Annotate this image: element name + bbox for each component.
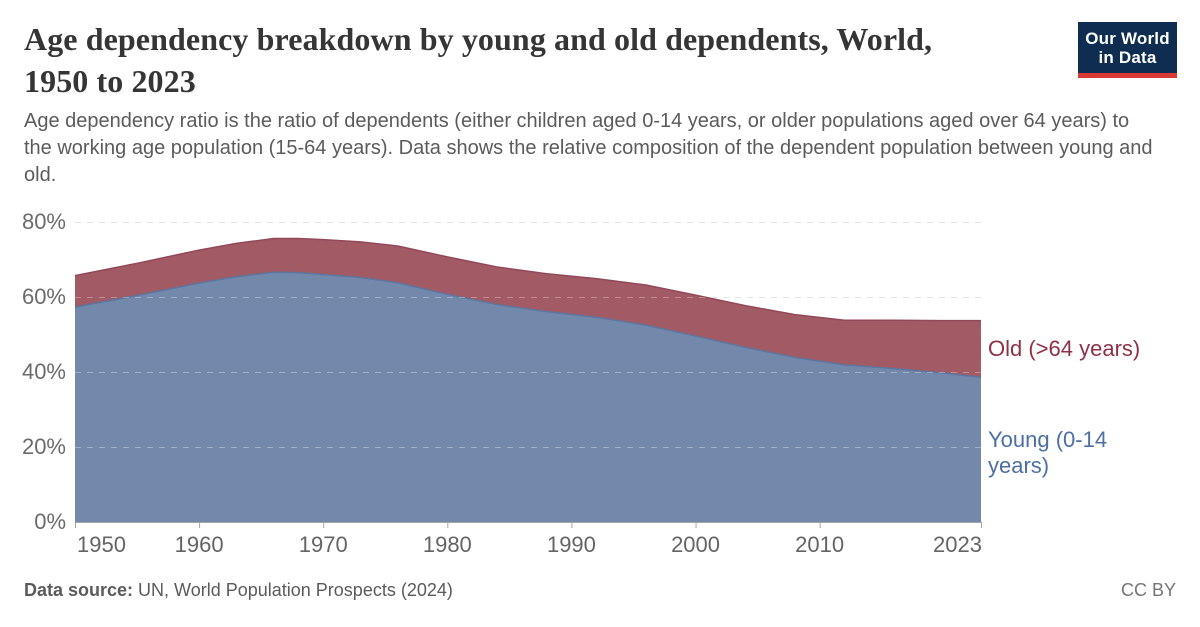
young-line — [74, 271, 982, 379]
series-label-old[interactable]: Old (>64 years) — [988, 336, 1141, 361]
young-area — [75, 272, 981, 522]
chart-footer: Data source: UN, World Population Prospec… — [24, 578, 1176, 602]
owid-logo[interactable]: Our World in Data — [1078, 22, 1177, 78]
owid-logo-text-line1: Our World — [1085, 29, 1170, 48]
y-axis-label: 40% — [21, 359, 66, 384]
y-axis-label: 60% — [21, 284, 66, 309]
series-label-young[interactable]: Young (0-14 years) — [988, 427, 1108, 478]
chart-subtitle: Age dependency ratio is the ratio of dep… — [24, 110, 1153, 186]
x-axis-label: 1990 — [546, 532, 596, 557]
old-line — [74, 237, 981, 322]
y-axis-label: 20% — [21, 434, 66, 459]
x-axis-label: 1950 — [77, 532, 126, 557]
x-axis-label: 1980 — [422, 532, 472, 557]
x-axis-label: 2010 — [795, 532, 845, 557]
owid-logo-text-line2: in Data — [1098, 48, 1157, 67]
x-axis-label: 2000 — [671, 532, 721, 557]
y-axis-label: 0% — [34, 509, 66, 534]
x-axis-label: 1960 — [174, 532, 224, 557]
license-badge[interactable]: CC BY — [1120, 580, 1176, 600]
y-axis-label: 80% — [21, 209, 66, 234]
chart-title: Age dependency breakdown by young and ol… — [24, 21, 933, 99]
x-axis-label: 2023 — [933, 532, 982, 557]
data-source-text[interactable]: UN, World Population Prospects (2024) — [138, 580, 453, 600]
x-axis-label: 1970 — [298, 532, 348, 557]
data-source-label: Data source: — [24, 580, 134, 600]
